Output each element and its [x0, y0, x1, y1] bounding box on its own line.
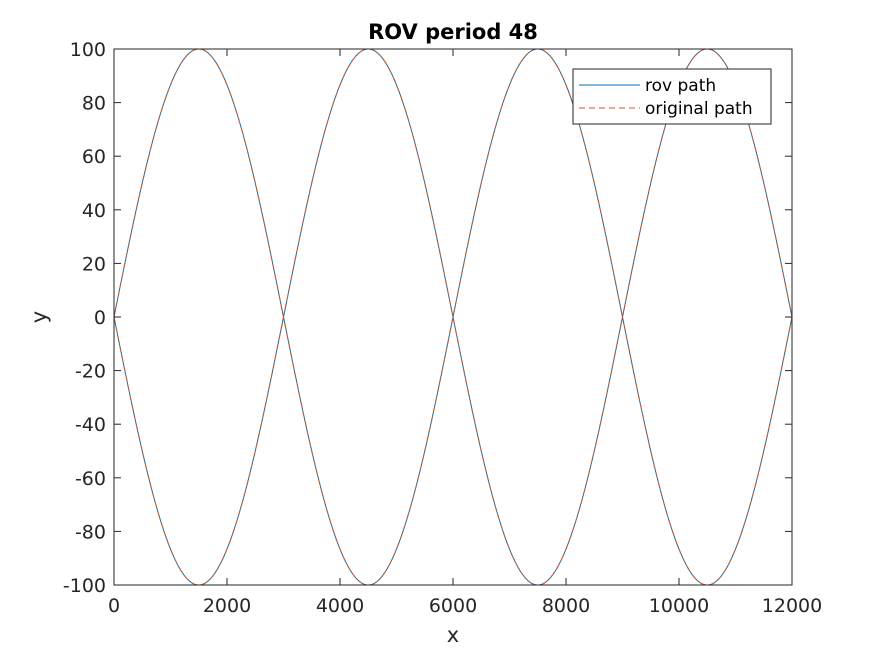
y-tick-label: -80: [75, 521, 106, 543]
y-tick-label: 60: [82, 146, 106, 168]
y-tick-label: -20: [75, 361, 106, 383]
y-axis-label: y: [27, 311, 51, 323]
y-tick-label: 100: [70, 39, 106, 61]
legend: rov path original path: [572, 68, 772, 125]
x-tick-label: 2000: [203, 595, 251, 617]
y-tick-label: -60: [75, 468, 106, 490]
chart-title: ROV period 48: [368, 20, 538, 44]
y-tick-label: 20: [82, 253, 106, 275]
ticks-layer: 0 2000 4000 6000 8000 10000 12000100806040200-…: [63, 39, 822, 617]
y-tick-label: 0: [94, 307, 106, 329]
x-tick-label: 12000: [762, 595, 822, 617]
x-tick-label: 0: [108, 595, 120, 617]
x-tick-label: 6000: [429, 595, 477, 617]
y-tick-label: -100: [63, 575, 106, 597]
x-tick-label: 4000: [316, 595, 364, 617]
x-tick-label: 10000: [649, 595, 709, 617]
legend-box: [572, 68, 772, 125]
legend-label-rov-path: rov path: [645, 76, 716, 96]
y-tick-label: 40: [82, 200, 106, 222]
series-original-path-upper: [113, 48, 793, 586]
y-tick-label: 80: [82, 93, 106, 115]
legend-label-original-path: original path: [645, 99, 753, 119]
x-axis-label: x: [447, 623, 459, 647]
y-tick-label: -40: [75, 414, 106, 436]
x-tick-label: 8000: [542, 595, 590, 617]
